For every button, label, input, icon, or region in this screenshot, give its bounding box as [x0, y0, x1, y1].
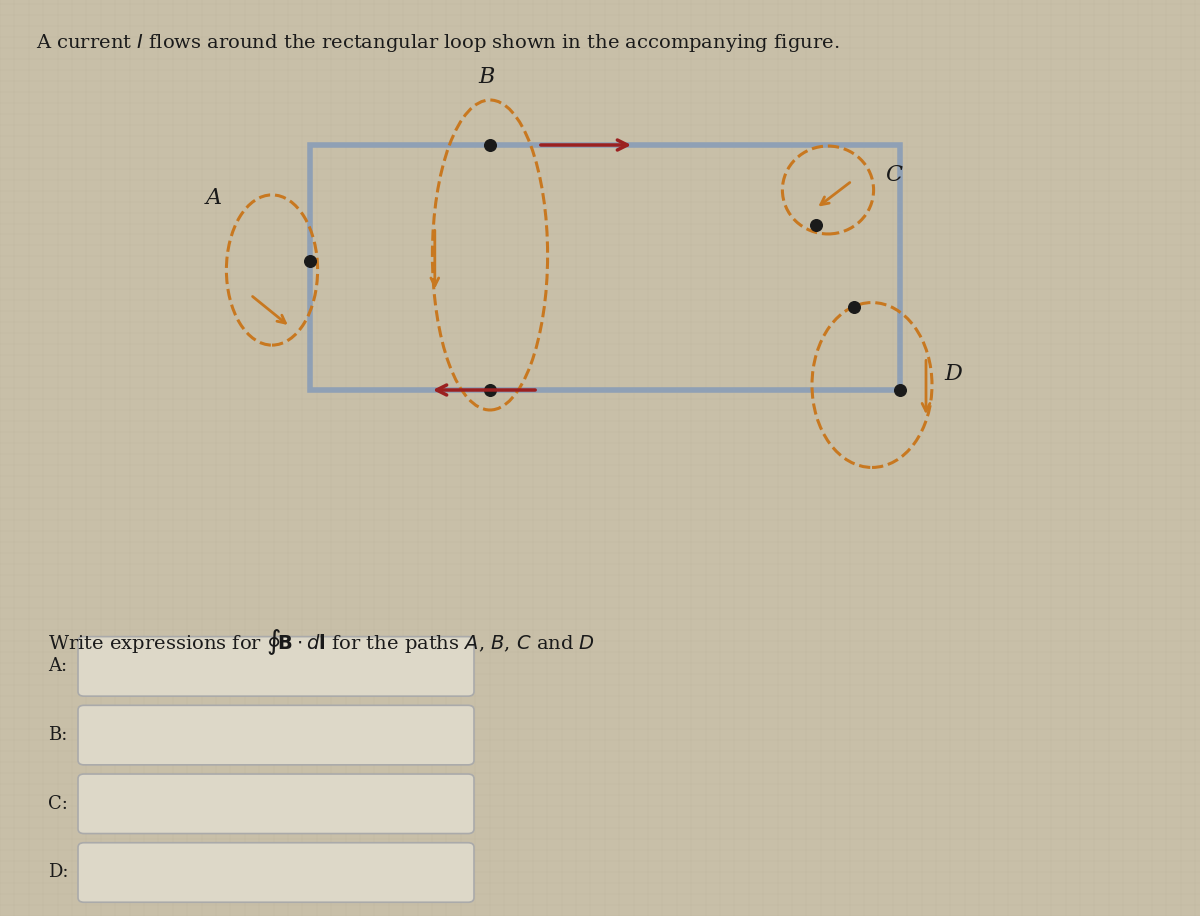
Text: B:: B:	[48, 726, 67, 744]
Text: C: C	[886, 164, 902, 186]
Point	[480, 137, 499, 152]
FancyBboxPatch shape	[78, 843, 474, 902]
FancyBboxPatch shape	[78, 637, 474, 696]
FancyBboxPatch shape	[78, 774, 474, 834]
Point	[480, 383, 499, 398]
Text: D: D	[944, 364, 962, 386]
Bar	[310, 145, 900, 390]
Point	[300, 254, 319, 268]
Text: Write expressions for $\oint\!\mathbf{B}\cdot d\mathbf{l}$ for the paths $A$, $B: Write expressions for $\oint\!\mathbf{B}…	[48, 627, 595, 658]
Text: A:: A:	[48, 658, 67, 675]
Text: D:: D:	[48, 864, 68, 881]
Text: B: B	[478, 66, 494, 88]
Point	[845, 300, 864, 314]
Point	[806, 217, 826, 232]
FancyBboxPatch shape	[78, 705, 474, 765]
Text: A current $\mathit{I}$ flows around the rectangular loop shown in the accompanyi: A current $\mathit{I}$ flows around the …	[36, 32, 840, 54]
Text: C:: C:	[48, 795, 68, 812]
Point	[890, 383, 910, 398]
Text: A: A	[206, 187, 222, 209]
